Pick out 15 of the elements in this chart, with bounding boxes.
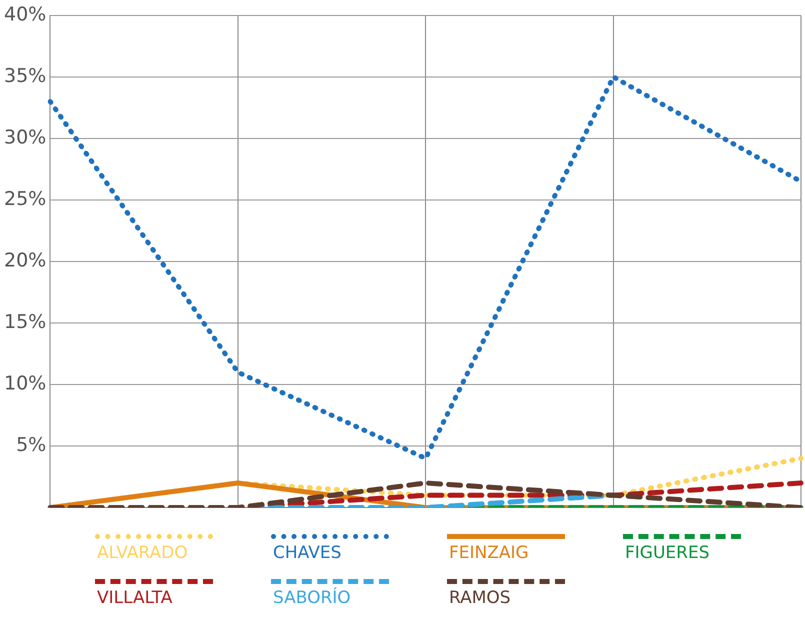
text: FIGUERES <box>624 543 710 563</box>
text: CHAVES <box>272 543 342 563</box>
y-tick-label: 35% <box>4 64 46 87</box>
y-tick-label: 25% <box>4 188 46 210</box>
text: ALVARADO <box>96 543 188 563</box>
y-tick-label: 10% <box>4 372 46 394</box>
y-tick-label: 15% <box>4 310 46 333</box>
text: RAMOS <box>448 588 511 608</box>
y-tick-label: 30% <box>4 126 46 148</box>
y-tick-label: 5% <box>16 434 46 456</box>
text: SABORÍO <box>272 588 351 608</box>
y-tick-label: 20% <box>4 249 46 272</box>
text: FEINZAIG <box>448 543 529 563</box>
text: VILLALTA <box>96 588 172 608</box>
y-tick-label: 40% <box>4 3 46 26</box>
